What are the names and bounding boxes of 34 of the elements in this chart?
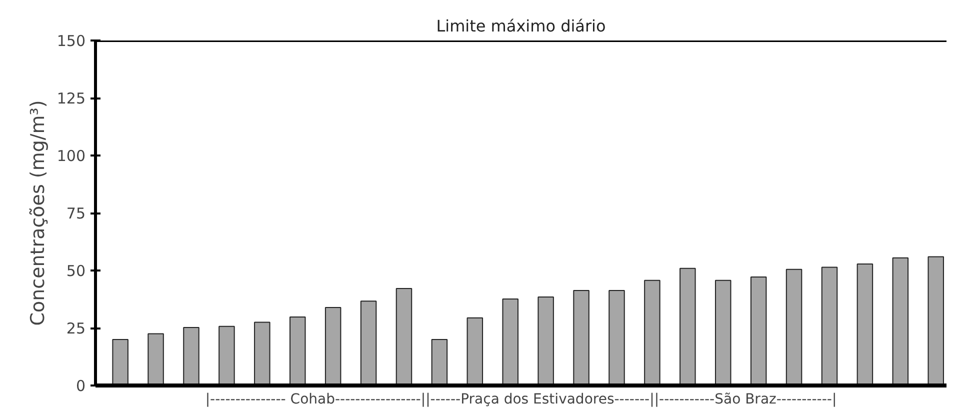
bar — [750, 276, 767, 386]
bar — [218, 326, 235, 386]
y-tick-label: 100 — [56, 147, 86, 165]
y-tick-label: 75 — [66, 204, 86, 222]
y-tick-label: 125 — [56, 90, 86, 108]
y-tick-label: 25 — [66, 320, 86, 338]
bar — [680, 268, 696, 386]
bar — [538, 296, 554, 386]
bar — [856, 264, 874, 386]
bar — [502, 298, 518, 386]
bar — [821, 266, 838, 386]
bar — [254, 322, 270, 386]
bar — [148, 333, 164, 386]
bar — [360, 300, 377, 386]
y-tick-label: 150 — [56, 32, 86, 50]
ref-line-label: Limite máximo diário — [436, 16, 606, 36]
y-tick-label: 0 — [76, 377, 86, 395]
bar — [928, 256, 944, 386]
bar — [112, 339, 128, 386]
y-tick-label: 50 — [66, 262, 86, 280]
bar — [289, 316, 306, 386]
bar — [466, 317, 484, 386]
bar — [892, 257, 909, 386]
bar — [324, 307, 342, 386]
bar — [644, 280, 660, 386]
bar — [183, 327, 200, 386]
bar — [786, 268, 802, 386]
bar — [573, 290, 590, 386]
bar — [431, 339, 448, 386]
bar — [714, 280, 732, 386]
x-axis-title: |--------------- Cohab-----------------||------Praça dos Estivadores-------||-----------São Braz-----------| — [205, 392, 837, 408]
y-axis-title: Concentrações (mg/m³) — [26, 100, 49, 326]
bar — [608, 290, 625, 386]
bar — [396, 288, 412, 386]
